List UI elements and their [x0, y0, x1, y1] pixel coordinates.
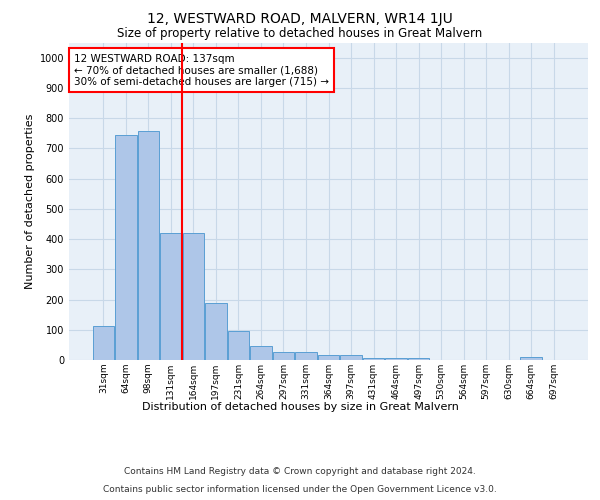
Text: Distribution of detached houses by size in Great Malvern: Distribution of detached houses by size … [142, 402, 458, 412]
Text: Size of property relative to detached houses in Great Malvern: Size of property relative to detached ho… [118, 28, 482, 40]
Bar [273, 352, 294, 360]
Bar [385, 358, 407, 360]
Bar [340, 356, 362, 360]
Bar [295, 352, 317, 360]
Bar [92, 326, 114, 360]
Bar [182, 233, 204, 360]
Bar [137, 131, 159, 360]
Text: 12 WESTWARD ROAD: 137sqm
← 70% of detached houses are smaller (1,688)
30% of sem: 12 WESTWARD ROAD: 137sqm ← 70% of detach… [74, 54, 329, 87]
Bar [318, 354, 339, 360]
Text: 12, WESTWARD ROAD, MALVERN, WR14 1JU: 12, WESTWARD ROAD, MALVERN, WR14 1JU [147, 12, 453, 26]
Text: Contains HM Land Registry data © Crown copyright and database right 2024.: Contains HM Land Registry data © Crown c… [124, 468, 476, 476]
Bar [520, 357, 542, 360]
Bar [228, 330, 249, 360]
Bar [250, 346, 272, 360]
Y-axis label: Number of detached properties: Number of detached properties [25, 114, 35, 289]
Text: Contains public sector information licensed under the Open Government Licence v3: Contains public sector information licen… [103, 485, 497, 494]
Bar [160, 233, 182, 360]
Bar [115, 134, 137, 360]
Bar [363, 358, 384, 360]
Bar [205, 303, 227, 360]
Bar [408, 358, 429, 360]
